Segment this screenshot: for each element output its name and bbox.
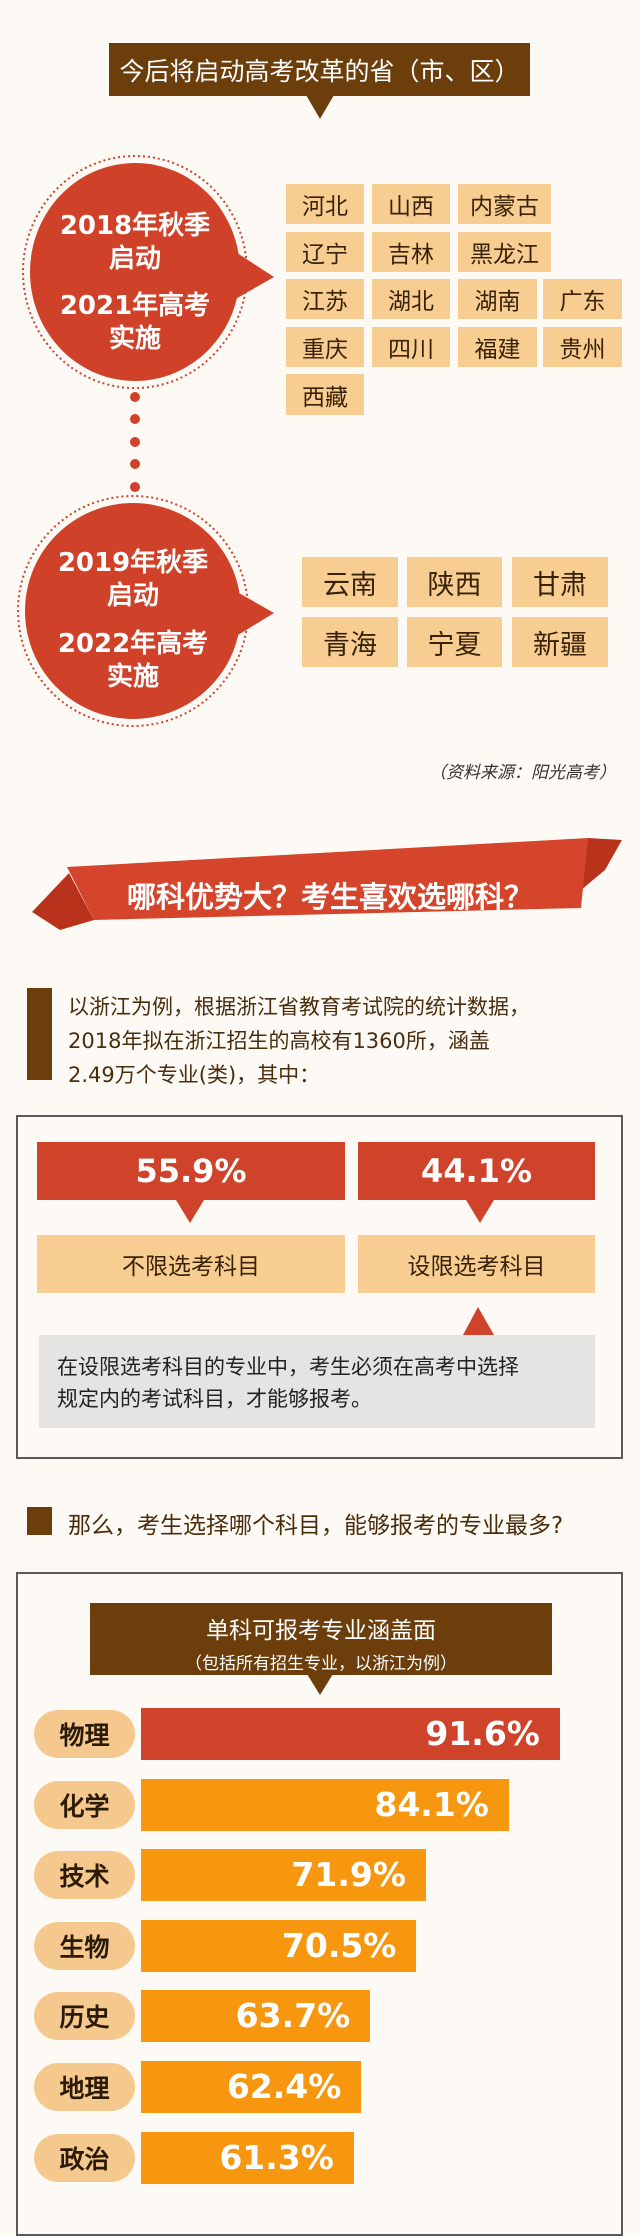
province-tile: 黑龙江 — [458, 232, 551, 272]
bar — [141, 1919, 417, 1972]
province-tile: 贵州 — [543, 327, 622, 367]
bar-value-label: 71.9% — [291, 1855, 406, 1895]
group1-line: 2018年秋季 — [59, 211, 211, 241]
province-tile: 福建 — [458, 327, 537, 367]
banner-title: 哪科优势大？考生喜欢选哪科？ — [126, 880, 533, 914]
paragraph-line: 2.49万个专业(类)，其中： — [68, 1063, 321, 1087]
paragraph-marker — [27, 988, 52, 1080]
category-label: 生物 — [34, 1921, 135, 1970]
bar-value-label: 70.5% — [281, 1925, 397, 1965]
category-label: 物理 — [34, 1710, 135, 1758]
province-tile: 湖南 — [458, 279, 537, 319]
category-label: 政治 — [34, 2133, 135, 2182]
paragraph-line: 以浙江为例，根据浙江省教育考试院的统计数据， — [68, 995, 530, 1019]
category-label: 化学 — [34, 1780, 135, 1829]
timeline-dot — [130, 414, 140, 424]
bar-value-label: 91.6% — [425, 1714, 540, 1753]
timeline-dot — [130, 482, 140, 492]
paragraph-line: 2018年拟在浙江招生的高校有1360所，涵盖 — [68, 1029, 490, 1053]
note-line: 规定内的考试科目，才能够报考。 — [57, 1387, 372, 1411]
bar — [141, 1778, 509, 1831]
bar — [141, 2061, 362, 2113]
group1-line: 启动 — [108, 244, 161, 274]
category-label: 历史 — [34, 1992, 135, 2041]
province-tile: 广东 — [543, 279, 622, 319]
province-tile: 青海 — [302, 617, 398, 667]
province-tile: 西藏 — [286, 374, 364, 415]
category-label: 地理 — [34, 2063, 135, 2111]
bar — [141, 1990, 371, 2043]
province-tile: 陕西 — [407, 557, 502, 607]
province-tile: 四川 — [372, 327, 450, 367]
group1-line: 2021年高考 — [59, 291, 211, 321]
group2-line: 2019年秋季 — [57, 548, 209, 578]
restricted-note: 在设限选考科目的专业中，考生必须在高考中选择 规定内的考试科目，才能够报考。 — [39, 1335, 595, 1428]
bar — [141, 1849, 426, 1902]
group2-line: 实施 — [106, 662, 159, 692]
ratio-pointers — [176, 1200, 494, 1335]
province-tile: 河北 — [286, 184, 364, 224]
circle-2019 — [17, 495, 274, 727]
restricted-label: 设限选考科目 — [358, 1235, 595, 1293]
circle-2018 — [22, 155, 274, 389]
province-tile: 甘肃 — [512, 557, 608, 607]
timeline-dot — [130, 437, 140, 447]
timeline-dot — [130, 459, 140, 469]
province-tile: 宁夏 — [407, 617, 502, 667]
question-marker — [27, 1507, 52, 1535]
restricted-percent: 44.1% — [358, 1142, 595, 1200]
province-tile: 辽宁 — [286, 232, 364, 272]
chart-title: 单科可报考专业涵盖面 — [206, 1618, 436, 1644]
unrestricted-percent: 55.9% — [37, 1142, 345, 1200]
province-tile: 重庆 — [286, 327, 364, 367]
province-tile: 吉林 — [372, 232, 450, 272]
source-note: （资料来源：阳光高考） — [429, 763, 616, 783]
bar — [141, 2131, 354, 2184]
note-line: 在设限选考科目的专业中，考生必须在高考中选择 — [57, 1355, 519, 1379]
group1-line: 实施 — [108, 324, 161, 354]
chart-title-box: 单科可报考专业涵盖面 （包括所有招生专业，以浙江为例） — [90, 1603, 552, 1675]
section-banner — [32, 838, 622, 930]
province-tile: 云南 — [302, 557, 398, 607]
province-tile: 山西 — [372, 184, 450, 224]
provinces-title: 今后将启动高考改革的省（市、区） — [109, 43, 530, 96]
bar-value-label: 63.7% — [235, 1996, 351, 2036]
intro-paragraph: 以浙江为例，根据浙江省教育考试院的统计数据， 2018年拟在浙江招生的高校有13… — [68, 990, 628, 1092]
group2-line: 启动 — [106, 581, 159, 611]
bar-value-label: 84.1% — [374, 1784, 489, 1824]
ratio-panel — [16, 1115, 623, 1459]
province-tile: 江苏 — [286, 279, 364, 319]
chart-title-pointer — [307, 1674, 333, 1695]
province-tile: 内蒙古 — [458, 184, 551, 224]
category-label: 技术 — [34, 1851, 135, 1900]
question-heading: 那么，考生选择哪个科目，能够报考的专业最多? — [68, 1513, 564, 1539]
timeline-dot — [130, 392, 140, 402]
group2-line: 2022年高考 — [57, 629, 209, 659]
unrestricted-label: 不限选考科目 — [37, 1235, 345, 1293]
chart-subtitle: （包括所有招生专业，以浙江为例） — [185, 1654, 457, 1674]
province-tile: 新疆 — [512, 617, 608, 667]
bar-value-label: 61.3% — [219, 2137, 334, 2177]
bar — [141, 1708, 560, 1760]
province-tile: 湖北 — [372, 279, 450, 319]
section1-graphics — [17, 95, 334, 727]
title-pointer — [306, 95, 334, 119]
bar-value-label: 62.4% — [226, 2067, 342, 2106]
